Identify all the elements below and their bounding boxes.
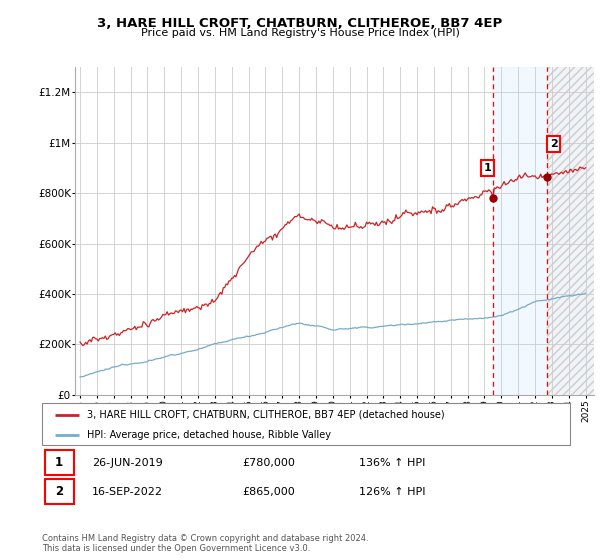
Text: Contains HM Land Registry data © Crown copyright and database right 2024.
This d: Contains HM Land Registry data © Crown c… [42,534,368,553]
Text: 126% ↑ HPI: 126% ↑ HPI [359,487,425,497]
Text: 136% ↑ HPI: 136% ↑ HPI [359,458,425,468]
Text: 26-JUN-2019: 26-JUN-2019 [92,458,163,468]
Text: 1: 1 [484,163,491,173]
Text: 3, HARE HILL CROFT, CHATBURN, CLITHEROE, BB7 4EP (detached house): 3, HARE HILL CROFT, CHATBURN, CLITHEROE,… [87,410,445,420]
Text: 2: 2 [550,139,557,149]
Text: HPI: Average price, detached house, Ribble Valley: HPI: Average price, detached house, Ribb… [87,430,331,440]
Text: Price paid vs. HM Land Registry's House Price Index (HPI): Price paid vs. HM Land Registry's House … [140,28,460,38]
FancyBboxPatch shape [44,479,74,504]
Text: £865,000: £865,000 [242,487,295,497]
Bar [493,67,547,395]
Text: 1: 1 [55,456,63,469]
Bar [547,67,594,395]
FancyBboxPatch shape [42,403,570,445]
Text: 2: 2 [55,485,63,498]
Text: 16-SEP-2022: 16-SEP-2022 [92,487,163,497]
Text: £780,000: £780,000 [242,458,296,468]
FancyBboxPatch shape [44,450,74,475]
Text: 3, HARE HILL CROFT, CHATBURN, CLITHEROE, BB7 4EP: 3, HARE HILL CROFT, CHATBURN, CLITHEROE,… [97,17,503,30]
